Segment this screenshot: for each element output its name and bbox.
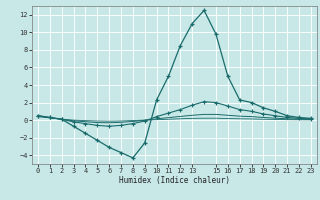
- X-axis label: Humidex (Indice chaleur): Humidex (Indice chaleur): [119, 176, 230, 185]
